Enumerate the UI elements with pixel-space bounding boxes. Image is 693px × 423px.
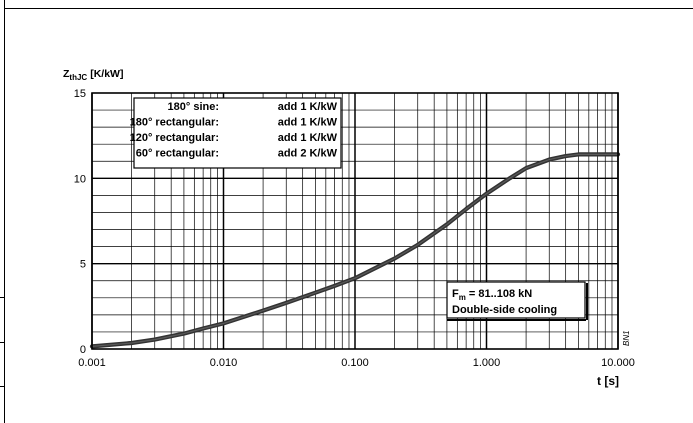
- series-line-highlight: [91, 153, 619, 347]
- y-axis-label: ZthJC [K/kW]: [63, 68, 123, 82]
- axis-tick-labels: 0.001 0.010 0.100 1.000 10.000 0 5 10 15: [74, 88, 635, 369]
- conduction-angle-note: 180° sine: add 1 K/kW 180° rectangular: add…: [130, 97, 342, 169]
- y-axis-label-symbol: Z: [63, 68, 70, 80]
- note-adjustment-value: add 1 K/kW: [278, 117, 338, 129]
- x-tick-label: 0.010: [210, 357, 238, 369]
- y-tick-label: 15: [74, 88, 86, 100]
- clamping-force-note: Fm = 81..108 kN Double-side cooling: [446, 281, 588, 321]
- note-adjustment-value: add 2 K/kW: [278, 148, 338, 160]
- note-condition-label: 180° sine:: [168, 101, 219, 113]
- x-tick-label: 10.000: [601, 357, 635, 369]
- note-condition-label: 120° rectangular:: [130, 132, 219, 144]
- y-tick-label: 0: [80, 344, 86, 356]
- figure-code-label: BN1: [622, 330, 631, 346]
- cooling-type-label: Double-side cooling: [452, 304, 557, 316]
- note-condition-label: 180° rectangular:: [130, 117, 219, 129]
- clamping-force-label: Fm = 81..108 kN: [452, 288, 532, 302]
- plot-area-border: [91, 92, 619, 350]
- y-tick-label: 5: [80, 259, 86, 271]
- x-tick-label: 1.000: [473, 357, 501, 369]
- x-tick-label: 0.100: [341, 357, 369, 369]
- y-tick-label: 10: [74, 173, 86, 185]
- y-axis-label-subscript: thJC: [69, 73, 87, 82]
- note-adjustment-value: add 1 K/kW: [278, 101, 338, 113]
- x-axis-label: t [s]: [597, 374, 619, 388]
- x-tick-label: 0.001: [78, 357, 106, 369]
- y-axis-label-unit: [K/kW]: [90, 68, 123, 80]
- note-adjustment-value: add 1 K/kW: [278, 132, 338, 144]
- series-layer: [89, 152, 621, 349]
- note-condition-label: 60° rectangular:: [136, 148, 219, 160]
